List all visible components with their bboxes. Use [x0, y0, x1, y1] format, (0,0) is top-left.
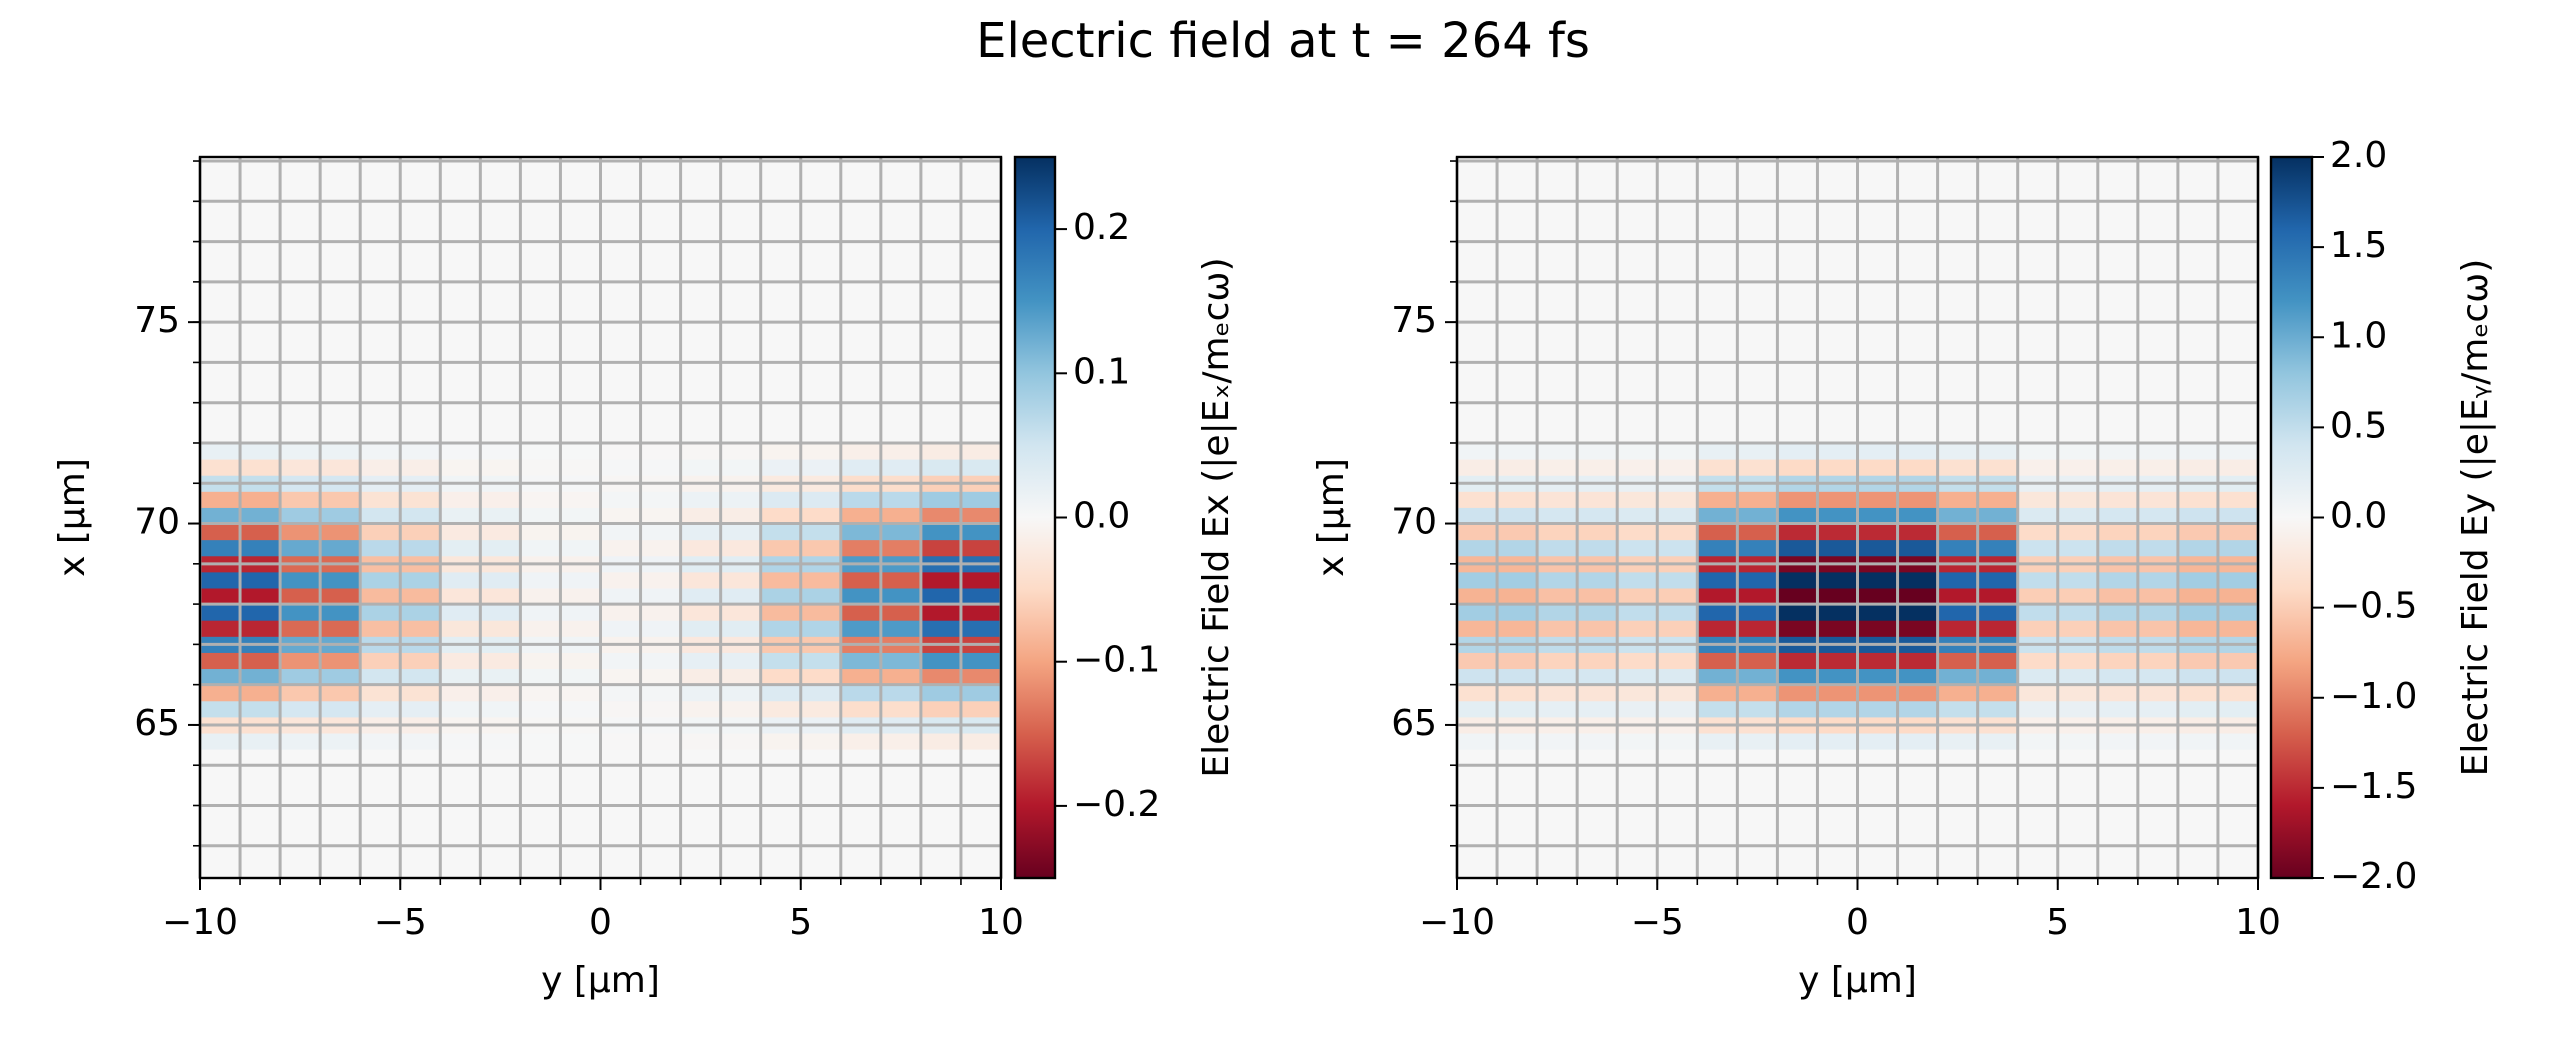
colorbar-tick-label: −1.5: [2330, 766, 2417, 807]
y-tick-label: 70: [134, 502, 180, 543]
y-tick-label: 75: [134, 300, 180, 341]
x-tick-label: −10: [1419, 902, 1495, 943]
colorbar-tick-label: −0.1: [1073, 640, 1160, 681]
colorbar-tick-label: 0.2: [1073, 207, 1130, 248]
x-tick-label: −5: [374, 902, 427, 943]
colorbar-tick-label: 1.5: [2330, 225, 2387, 266]
figure-title: Electric field at t = 264 fs: [976, 13, 1590, 69]
colorbar-tick-label: 0.5: [2330, 405, 2387, 446]
colorbar-tick-label: −1.0: [2330, 676, 2417, 717]
colorbar-label: Electric Field Ex (|e|Eₓ/mₑcω): [1196, 257, 1237, 777]
y-tick-label: 65: [134, 703, 180, 744]
x-axis-label: y [µm]: [541, 960, 660, 1001]
x-tick-label: 10: [2235, 902, 2281, 943]
x-tick-label: −5: [1631, 902, 1684, 943]
colorbar-tick-label: 0.0: [2330, 496, 2387, 537]
colorbar-label: Electric Field Ey (|e|Eᵧ/mₑcω): [2455, 259, 2496, 777]
colorbar-tick-label: 0.0: [1073, 496, 1130, 537]
x-tick-label: 0: [1846, 902, 1869, 943]
colorbar-tick-label: −0.2: [1073, 784, 1160, 825]
colorbar: [2269, 155, 2314, 880]
x-tick-label: 5: [2046, 902, 2069, 943]
x-tick-label: 5: [789, 902, 812, 943]
colorbar-tick-label: 1.0: [2330, 315, 2387, 356]
colorbar-tick-label: 2.0: [2330, 135, 2387, 176]
colorbar-tick-label: 0.1: [1073, 351, 1130, 392]
y-axis-label: x [µm]: [1311, 458, 1352, 577]
x-tick-label: −10: [162, 902, 238, 943]
colorbar-tick-label: −2.0: [2330, 856, 2417, 897]
y-axis-label: x [µm]: [52, 458, 93, 577]
colorbar: [1013, 155, 1057, 880]
y-tick-label: 70: [1391, 502, 1437, 543]
x-tick-label: 0: [589, 902, 612, 943]
y-tick-label: 65: [1391, 703, 1437, 744]
x-tick-label: 10: [978, 902, 1024, 943]
y-tick-label: 75: [1391, 300, 1437, 341]
x-axis-label: y [µm]: [1798, 960, 1917, 1001]
colorbar-tick-label: −0.5: [2330, 586, 2417, 627]
